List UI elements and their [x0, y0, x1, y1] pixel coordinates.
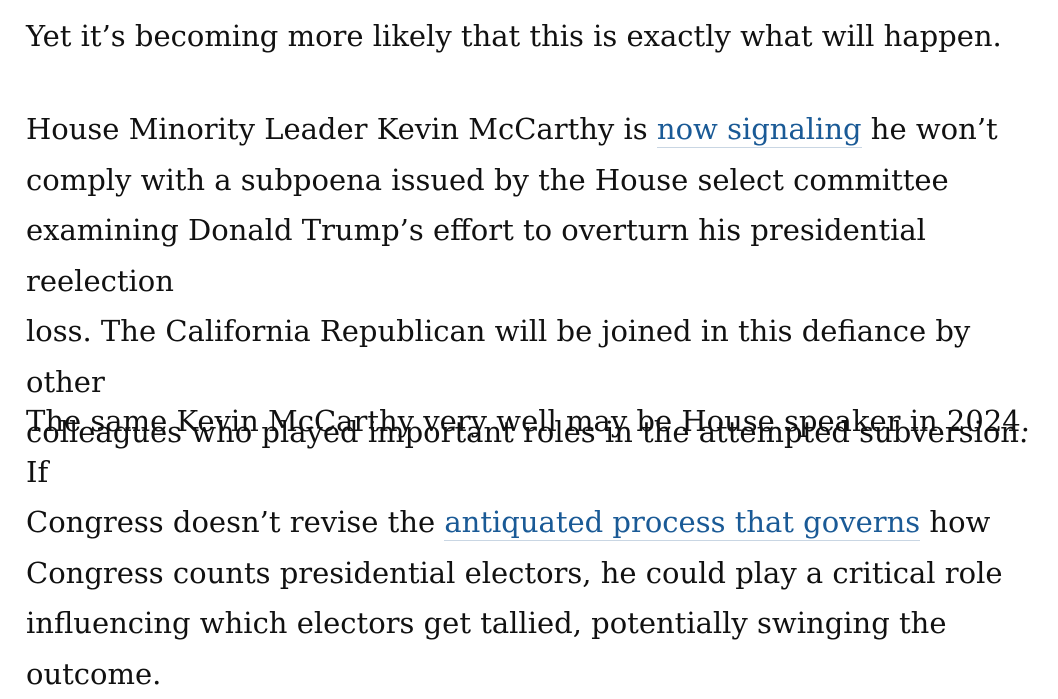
- paragraph-2-line-4: loss. The California Republican will be …: [26, 314, 971, 399]
- paragraph-2-line-3: examining Donald Trump’s effort to overt…: [26, 213, 926, 298]
- paragraph-3-line-1: The same Kevin McCarthy very well may be…: [26, 404, 1030, 489]
- paragraph-2-line-1-tail: he won’t: [861, 112, 998, 146]
- paragraph-2: House Minority Leader Kevin McCarthy is …: [26, 104, 1058, 458]
- paragraph-2-line-1-text: House Minority Leader Kevin McCarthy is: [26, 112, 657, 146]
- paragraph-3-line-2-tail: how: [920, 505, 991, 539]
- paragraph-1: Yet it’s becoming more likely that this …: [26, 11, 1058, 62]
- paragraph-3-line-3: Congress counts presidential electors, h…: [26, 555, 1003, 590]
- now-signaling-link[interactable]: now signaling: [656, 112, 862, 148]
- paragraph-3-line-2-text: Congress doesn’t revise the: [26, 505, 445, 539]
- paragraph-3: The same Kevin McCarthy very well may be…: [26, 396, 1058, 699]
- paragraph-3-line-4: influencing which electors get tallied, …: [26, 606, 947, 691]
- paragraph-2-line-5: colleagues who played important roles in…: [26, 415, 1029, 449]
- paragraph-1-line-1: Yet it’s becoming more likely that this …: [26, 19, 1002, 53]
- article-body: Yet it’s becoming more likely that this …: [26, 11, 1058, 691]
- paragraph-2-line-2: comply with a subpoena issued by the Hou…: [26, 162, 949, 197]
- antiquated-process-link[interactable]: antiquated process that governs: [444, 505, 921, 541]
